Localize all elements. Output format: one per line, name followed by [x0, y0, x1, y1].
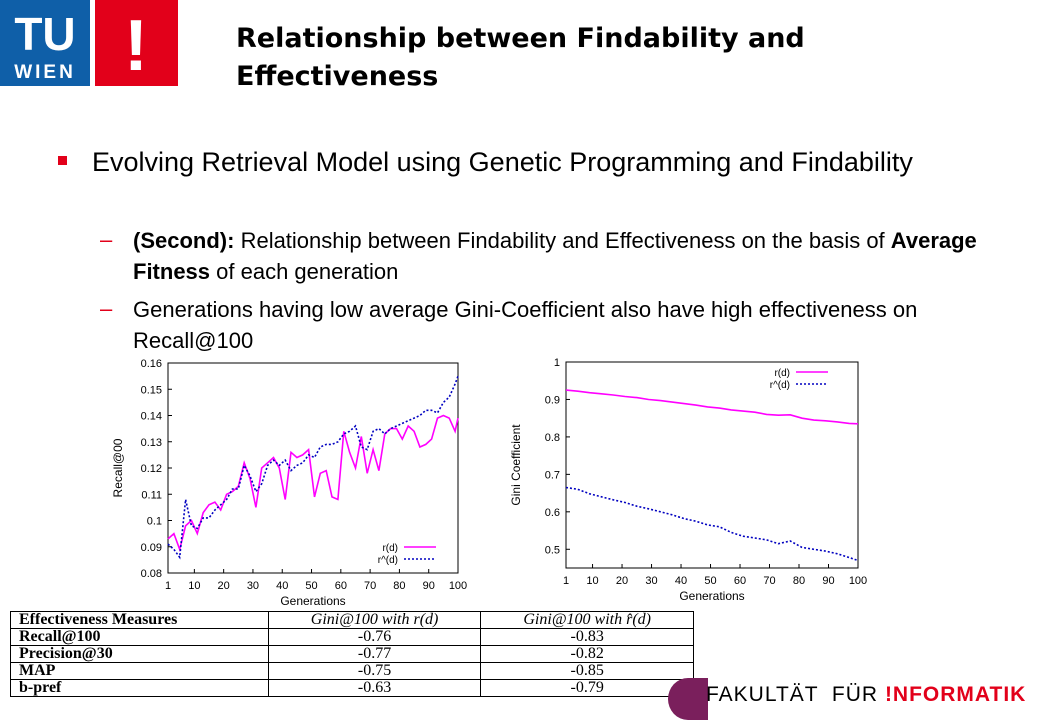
- y-tick-label: 0.6: [545, 507, 560, 519]
- table-cell: -0.83: [480, 628, 694, 646]
- table-cell: Precision@30: [10, 645, 269, 663]
- y-axis-label: Recall@00: [111, 438, 125, 497]
- y-tick-label: 0.12: [141, 463, 162, 475]
- y-tick-label: 0.1: [147, 516, 162, 528]
- sub1-text: Relationship between Findability and Eff…: [234, 228, 891, 253]
- x-tick-label: 60: [335, 580, 347, 592]
- y-tick-label: 0.09: [141, 542, 162, 554]
- y-tick-label: 0.11: [141, 489, 162, 501]
- y-tick-label: 0.08: [141, 568, 162, 580]
- legend-label: r(d): [774, 368, 790, 379]
- x-tick-label: 30: [247, 580, 259, 592]
- table-row: Recall@100 -0.76 -0.83: [10, 628, 694, 646]
- legend-label: r(d): [382, 543, 398, 554]
- table-cell: -0.75: [267, 662, 482, 680]
- table-cell: -0.76: [267, 628, 482, 646]
- table-header-cell: Gini@100 with r(d): [267, 611, 482, 629]
- recall-chart: 1 10 20 30 40 50 60 70 80 90 100 0.08 0.09 0.1 0.11 0.1…: [111, 358, 467, 608]
- table-header-cell: Gini@100 with r̂(d): [480, 611, 694, 629]
- x-axis-label: Generations: [280, 594, 345, 608]
- x-tick-label: 100: [449, 580, 467, 592]
- x-tick-label: 80: [793, 575, 805, 587]
- faculty-emblem-icon: [668, 678, 708, 720]
- series-line-1: [565, 486, 859, 562]
- y-tick-label: 0.5: [545, 544, 560, 556]
- table-row: Precision@30 -0.77 -0.82: [10, 645, 694, 663]
- y-tick-label: 0.14: [141, 411, 162, 423]
- slide-title: Relationship between Findability and Eff…: [236, 23, 805, 92]
- x-tick-label: 50: [305, 580, 317, 592]
- legend-label: r^(d): [770, 380, 790, 391]
- y-tick-label: 0.15: [141, 384, 162, 396]
- correlation-table: Effectiveness Measures Gini@100 with r(d…: [10, 611, 694, 718]
- x-tick-label: 20: [616, 575, 628, 587]
- x-tick-label: 1: [563, 575, 569, 587]
- table-row: b-pref -0.63 -0.79: [10, 679, 694, 697]
- table-cell: -0.82: [480, 645, 694, 663]
- x-tick-label: 30: [645, 575, 657, 587]
- bullet-square-icon: [58, 156, 67, 165]
- x-tick-label: 10: [586, 575, 598, 587]
- sub-bullet-2: Generations having low average Gini-Coef…: [133, 297, 918, 353]
- plot-frame: [167, 362, 459, 574]
- legend-label: r^(d): [378, 555, 398, 566]
- main-bullet: Evolving Retrieval Model using Genetic P…: [92, 147, 913, 177]
- gini-chart: 1 10 20 30 40 50 60 70 80 90 100 0.5 0.6 0.7 0.8 0.9 1 Ge…: [509, 357, 867, 603]
- dash-icon: –: [100, 296, 113, 321]
- y-tick-label: 1: [554, 357, 560, 369]
- x-tick-label: 40: [276, 580, 288, 592]
- wien-text: WIEN: [14, 62, 76, 83]
- tu-logo-block: [0, 0, 90, 86]
- y-tick-label: 0.9: [545, 394, 560, 406]
- y-tick-label: 0.7: [545, 469, 560, 481]
- table-cell: Recall@100: [10, 628, 269, 646]
- exclamation-text: !: [124, 6, 148, 86]
- x-tick-label: 90: [822, 575, 834, 587]
- y-tick-label: 0.13: [141, 437, 162, 449]
- faculty-footer: FAKULTÄT FÜR !NFORMATIK: [706, 683, 1026, 707]
- faculty-text: FAKULTÄT FÜR: [706, 683, 879, 706]
- x-tick-label: 60: [734, 575, 746, 587]
- x-tick-label: 50: [704, 575, 716, 587]
- sub1-text2: of each generation: [210, 259, 399, 284]
- sub1-bold: (Second):: [133, 228, 235, 253]
- x-tick-label: 70: [364, 580, 376, 592]
- table-cell: -0.77: [267, 645, 482, 663]
- x-tick-label: 90: [423, 580, 435, 592]
- plot-frame: [565, 361, 859, 569]
- x-axis-label: Generations: [679, 589, 744, 603]
- table-row: MAP -0.75 -0.85: [10, 662, 694, 680]
- table-cell: -0.85: [480, 662, 694, 680]
- table-cell: b-pref: [10, 679, 269, 697]
- table-cell: -0.79: [480, 679, 694, 697]
- table-cell: -0.63: [267, 679, 482, 697]
- informatik-text: !NFORMATIK: [884, 683, 1027, 706]
- x-tick-label: 10: [188, 580, 200, 592]
- y-axis-label: Gini Coefficient: [509, 424, 523, 506]
- dash-icon: –: [100, 227, 113, 252]
- tu-text: TU: [14, 8, 75, 60]
- tu-wien-logo: TU WIEN !: [0, 0, 178, 86]
- table-cell: MAP: [10, 662, 269, 680]
- series-line-0: [167, 414, 459, 553]
- series-line-0: [565, 389, 859, 425]
- x-tick-label: 40: [675, 575, 687, 587]
- x-tick-label: 100: [849, 575, 867, 587]
- y-tick-label: 0.8: [545, 432, 560, 444]
- y-tick-label: 0.16: [141, 358, 162, 370]
- sub-bullet-1: (Second): Relationship between Findabili…: [133, 225, 1013, 287]
- table-header-row: Effectiveness Measures Gini@100 with r(d…: [10, 611, 694, 629]
- sub1-bold2: Average Fitness: [133, 228, 977, 284]
- exclamation-logo-block: [95, 0, 178, 86]
- series-line-1: [167, 375, 459, 560]
- x-tick-label: 70: [763, 575, 775, 587]
- x-tick-label: 80: [393, 580, 405, 592]
- table-header-cell: Effectiveness Measures: [10, 611, 269, 629]
- x-tick-label: 20: [218, 580, 230, 592]
- x-tick-label: 1: [165, 580, 171, 592]
